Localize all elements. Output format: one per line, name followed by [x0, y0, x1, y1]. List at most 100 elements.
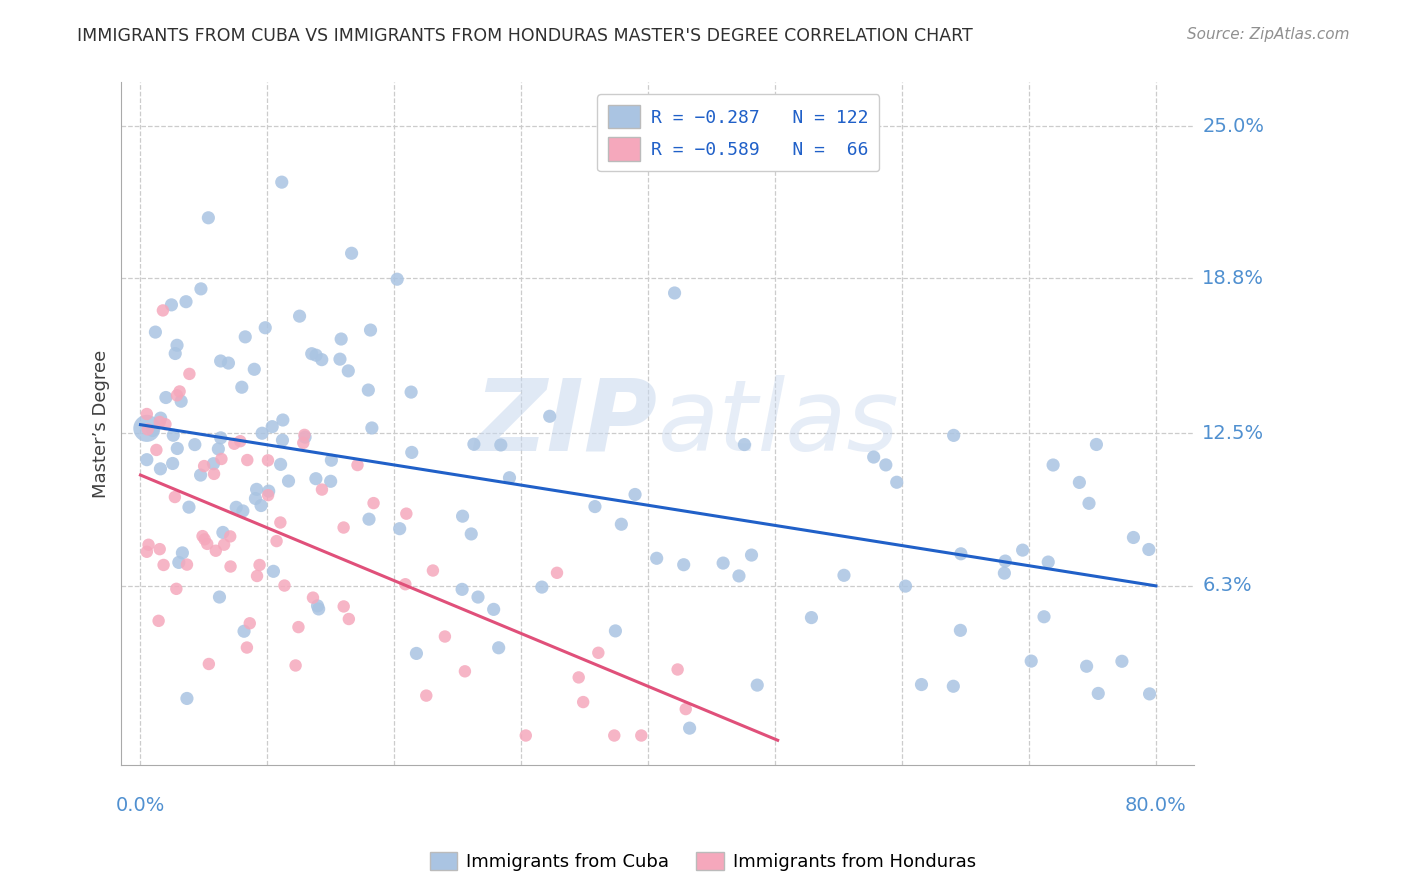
Point: [610, 517, 633, 532]
Point: [862, 450, 884, 464]
Point: [949, 624, 972, 638]
Point: [645, 551, 668, 566]
Point: [262, 564, 284, 578]
Point: [172, 546, 194, 560]
Point: [202, 457, 225, 471]
Point: [832, 568, 855, 582]
Point: [1069, 475, 1091, 490]
Point: [329, 352, 352, 367]
Point: [243, 362, 266, 376]
Point: [174, 294, 197, 309]
Point: [135, 407, 157, 421]
Point: [583, 500, 606, 514]
Point: [340, 246, 363, 260]
Point: [305, 472, 328, 486]
Point: [546, 566, 568, 580]
Point: [305, 348, 328, 362]
Point: [176, 691, 198, 706]
Point: [422, 564, 444, 578]
Point: [302, 591, 325, 605]
Point: [588, 646, 610, 660]
Point: [675, 702, 697, 716]
Point: [572, 695, 595, 709]
Point: [257, 453, 280, 467]
Point: [433, 630, 456, 644]
Point: [198, 657, 221, 671]
Point: [246, 569, 269, 583]
Point: [357, 512, 380, 526]
Point: [152, 303, 174, 318]
Point: [568, 670, 591, 684]
Point: [202, 467, 225, 481]
Point: [250, 499, 273, 513]
Point: [993, 566, 1015, 581]
Point: [233, 330, 256, 344]
Point: [451, 509, 474, 524]
Point: [530, 580, 553, 594]
Point: [942, 679, 965, 693]
Point: [167, 556, 190, 570]
Text: 0.0%: 0.0%: [115, 796, 165, 814]
Point: [145, 442, 167, 457]
Point: [401, 445, 423, 459]
Point: [288, 309, 311, 323]
Point: [1042, 458, 1064, 472]
Point: [217, 356, 239, 370]
Point: [209, 354, 232, 368]
Point: [489, 438, 512, 452]
Point: [149, 542, 172, 557]
Point: [197, 211, 219, 225]
Point: [271, 433, 294, 447]
Point: [360, 323, 382, 337]
Point: [1038, 555, 1060, 569]
Point: [388, 522, 411, 536]
Point: [1076, 659, 1098, 673]
Point: [330, 332, 353, 346]
Point: [515, 729, 537, 743]
Point: [208, 590, 231, 604]
Text: Source: ZipAtlas.com: Source: ZipAtlas.com: [1187, 27, 1350, 42]
Point: [363, 496, 385, 510]
Point: [360, 421, 382, 435]
Point: [294, 430, 316, 444]
Point: [1019, 654, 1042, 668]
Point: [270, 458, 292, 472]
Point: [195, 537, 218, 551]
Text: ZIP: ZIP: [475, 375, 658, 472]
Point: [711, 556, 734, 570]
Point: [337, 364, 360, 378]
Point: [152, 558, 174, 572]
Point: [273, 578, 295, 592]
Point: [269, 516, 291, 530]
Point: [135, 545, 157, 559]
Point: [1139, 687, 1161, 701]
Point: [321, 453, 343, 467]
Point: [190, 282, 212, 296]
Point: [672, 558, 695, 572]
Point: [163, 490, 186, 504]
Text: 12.5%: 12.5%: [1202, 424, 1264, 442]
Point: [385, 272, 408, 286]
Point: [184, 437, 207, 451]
Point: [311, 352, 333, 367]
Point: [229, 434, 252, 449]
Point: [463, 437, 485, 451]
Point: [191, 529, 214, 543]
Point: [170, 394, 193, 409]
Point: [179, 367, 201, 381]
Point: [451, 582, 474, 597]
Point: [482, 602, 505, 616]
Point: [875, 458, 897, 472]
Point: [1078, 496, 1101, 510]
Point: [225, 500, 247, 515]
Point: [605, 624, 627, 638]
Point: [395, 507, 418, 521]
Point: [1085, 437, 1108, 451]
Point: [460, 527, 482, 541]
Point: [538, 409, 561, 424]
Point: [249, 558, 271, 572]
Point: [212, 538, 235, 552]
Point: [800, 610, 823, 624]
Point: [332, 520, 354, 534]
Point: [233, 624, 256, 639]
